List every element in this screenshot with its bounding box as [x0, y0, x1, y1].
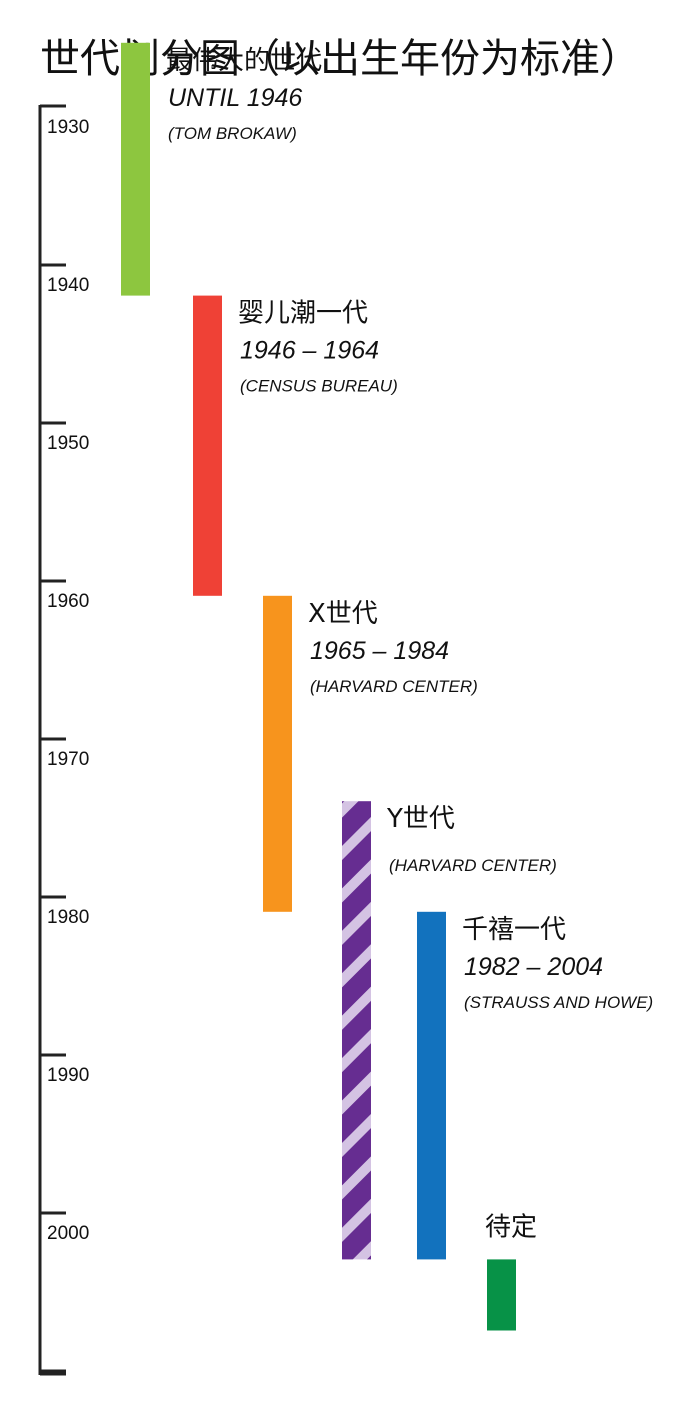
tick-label: 1930 — [47, 117, 89, 138]
generation-bar — [121, 42, 150, 296]
tick-label: 1980 — [47, 907, 89, 928]
tick-label: 1940 — [47, 275, 89, 296]
generation-bar — [487, 1259, 516, 1331]
tick-label: 1960 — [47, 591, 89, 612]
generation-source: (HARVARD CENTER) — [389, 856, 557, 875]
axis-ticks: 1930 1940 1950 1960 1970 1980 1990 2000 — [40, 117, 89, 1373]
generation-bar — [417, 911, 446, 1260]
generation-name: 婴儿潮一代 — [238, 299, 368, 329]
generation-range: 1982 – 2004 — [464, 953, 603, 981]
generation-source: (STRAUSS AND HOWE) — [464, 993, 653, 1012]
generation-name: 待定 — [485, 1212, 537, 1242]
generation-bars — [121, 42, 516, 1331]
generation-source: (HARVARD CENTER) — [310, 677, 478, 696]
generation-range: 1946 – 1964 — [240, 337, 379, 365]
generation-range: 1965 – 1984 — [310, 637, 449, 665]
generation-name: Y世代 — [386, 804, 455, 834]
generation-source: (CENSUS BUREAU) — [240, 377, 398, 396]
generation-bar — [193, 295, 222, 596]
generation-labels: 最伟大的世代 UNTIL 1946 (TOM BROKAW) 婴儿潮一代 1946 – … — [166, 46, 653, 1243]
generation-name: 千禧一代 — [462, 915, 566, 945]
generation-name: 最伟大的世代 — [166, 46, 322, 76]
tick-label: 1970 — [47, 749, 89, 770]
generation-source: (TOM BROKAW) — [168, 124, 297, 143]
tick-label: 1990 — [47, 1065, 89, 1086]
generation-bar — [263, 595, 292, 912]
generation-name: X世代 — [308, 599, 378, 629]
generation-bar — [342, 801, 371, 1260]
tick-label: 1950 — [47, 433, 89, 454]
generation-range: UNTIL 1946 — [168, 84, 302, 112]
tick-label: 2000 — [47, 1223, 89, 1244]
